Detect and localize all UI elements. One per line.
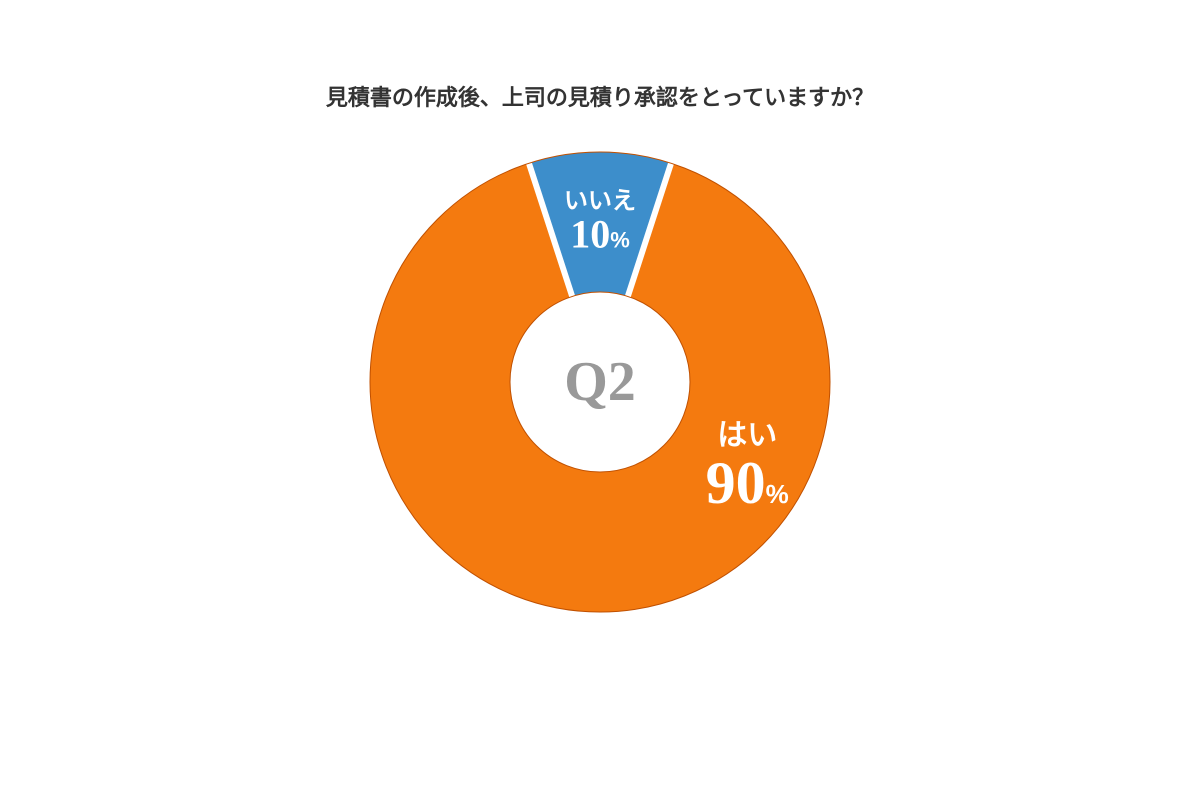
donut-wrap: Q2 いいえ10%はい90% [360,142,840,622]
donut-center-label: Q2 [564,350,636,414]
chart-title: 見積書の作成後、上司の見積り承認をとっていますか？ [250,80,950,112]
survey-donut-chart: 見積書の作成後、上司の見積り承認をとっていますか？ Q2 いいえ10%はい90% [250,80,950,622]
